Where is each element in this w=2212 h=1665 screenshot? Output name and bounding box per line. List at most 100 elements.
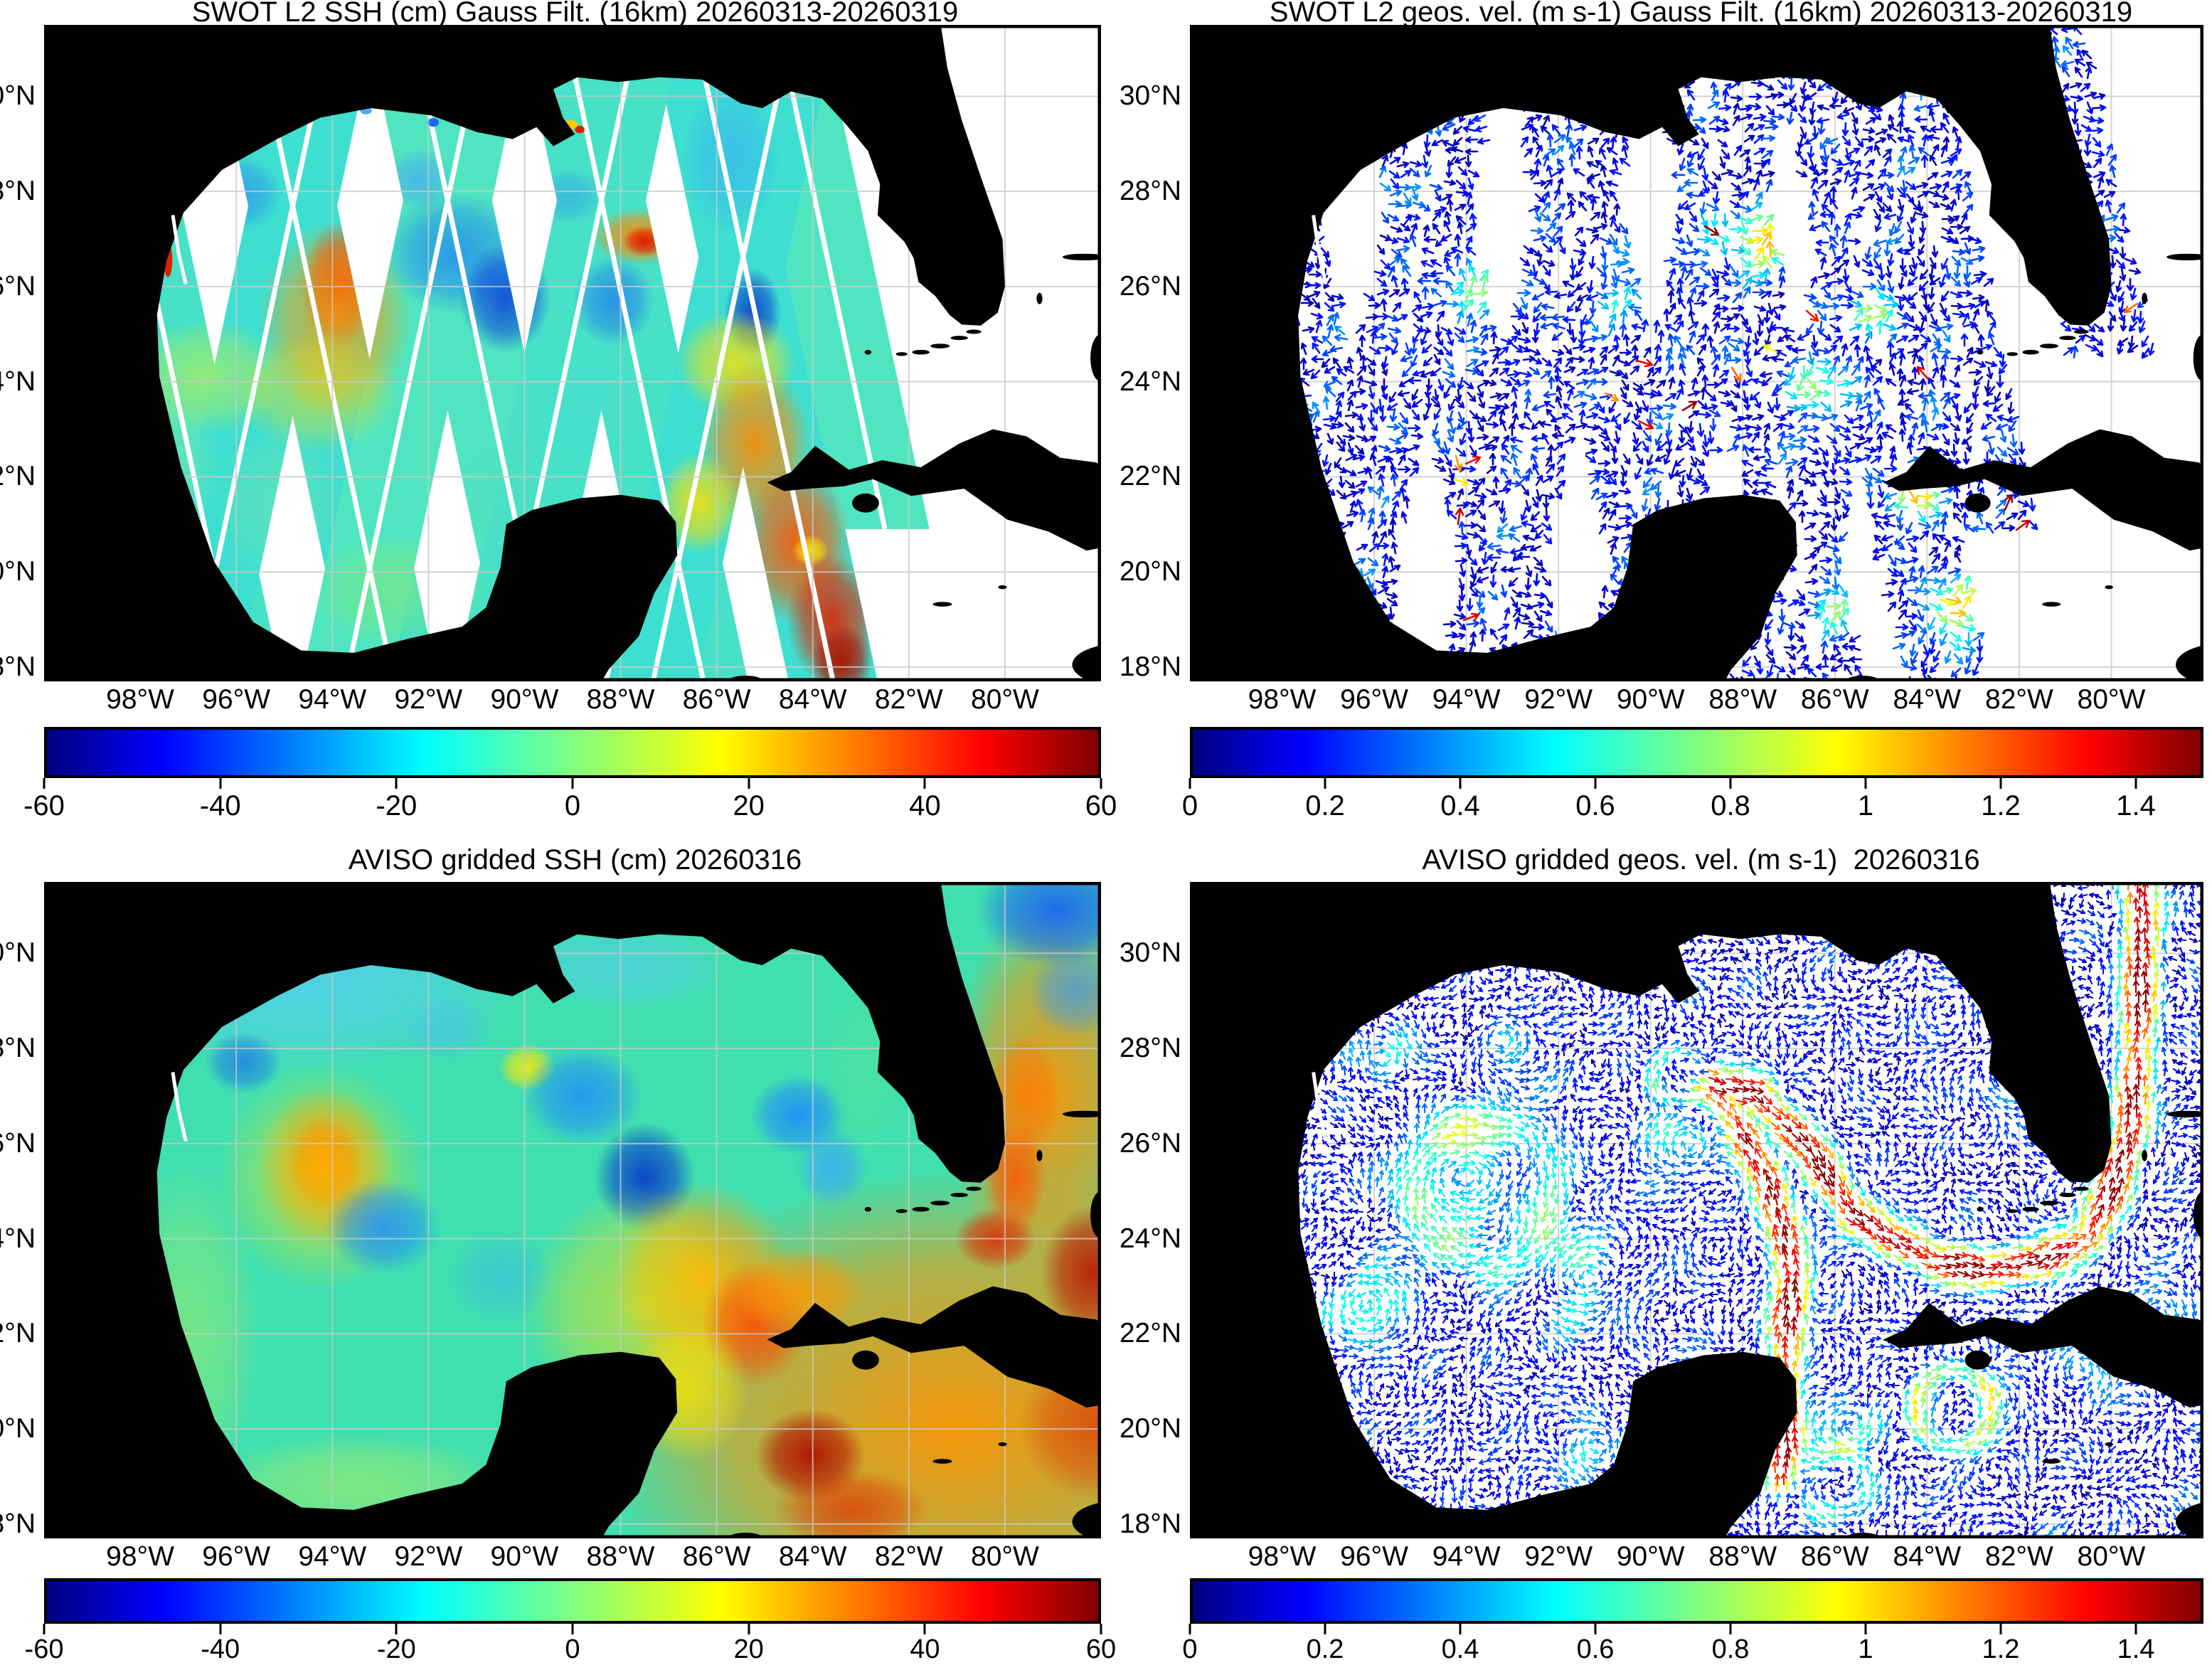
lat-tick-label: 22°N bbox=[0, 461, 36, 492]
colorbar-tick-label: 40 bbox=[910, 1634, 940, 1664]
lat-tick-label: 24°N bbox=[1119, 366, 1181, 397]
colorbar-tick-label: 0 bbox=[565, 1634, 580, 1664]
lat-axis: 30°N 28°N 26°N 24°N 22°N 20°N 18°N bbox=[1106, 882, 1190, 1539]
colorbar-tick-label: 0.4 bbox=[1440, 790, 1480, 821]
lon-tick-label: 92°W bbox=[1524, 1541, 1593, 1572]
lat-tick-label: 20°N bbox=[1119, 1413, 1181, 1445]
map-area-aviso-vel: 30°N 28°N 26°N 24°N 22°N 20°N 18°N bbox=[1120, 882, 2203, 1539]
colorbar-tick-mark bbox=[923, 778, 926, 789]
colorbar-tick-mark bbox=[395, 1624, 398, 1634]
colorbar-vel: 0 0.2 0.4 0.6 0.8 1 1.2 1.4 bbox=[1182, 727, 2203, 825]
colorbar-tick-mark bbox=[571, 1624, 574, 1634]
map-canvas-aviso-ssh bbox=[44, 882, 1101, 1538]
panel-swot-ssh: SWOT L2 SSH (cm) Gauss Filt. (16km) 2026… bbox=[0, 0, 1117, 826]
colorbar-tick-mark bbox=[43, 1624, 46, 1634]
colorbar-tick-mark bbox=[43, 778, 46, 789]
lat-tick-label: 26°N bbox=[0, 270, 36, 302]
lon-tick-label: 80°W bbox=[2077, 684, 2146, 715]
colorbar-tick-label: 60 bbox=[1085, 790, 1117, 821]
map-canvas-aviso-vel bbox=[1190, 882, 2203, 1538]
colorbar-tick-label: 1 bbox=[1858, 1634, 1873, 1664]
colorbar-ssh: -60 -40 -20 0 20 40 60 bbox=[25, 1578, 1116, 1664]
colorbar-tick-label: -60 bbox=[23, 790, 65, 821]
lat-tick-label: 18°N bbox=[1119, 651, 1181, 682]
colorbar-ticks: -60 -40 -20 0 20 40 60 bbox=[23, 778, 1117, 825]
lat-tick-label: 26°N bbox=[0, 1127, 36, 1159]
lat-tick-label: 22°N bbox=[1119, 1318, 1181, 1349]
colorbar-tick-mark bbox=[748, 778, 750, 789]
lat-tick-label: 20°N bbox=[1119, 556, 1181, 587]
lon-tick-label: 82°W bbox=[874, 684, 943, 715]
colorbar-tick-label: 1.2 bbox=[1982, 1634, 2020, 1664]
colorbar-tick-label: 40 bbox=[909, 790, 941, 821]
lat-tick-label: 20°N bbox=[0, 1413, 36, 1445]
map-area-aviso-ssh: 30°N 28°N 26°N 24°N 22°N 20°N 18°N bbox=[0, 882, 1101, 1539]
lat-tick-label: 30°N bbox=[1119, 80, 1181, 112]
lon-tick-label: 88°W bbox=[1708, 1541, 1777, 1572]
colorbar-tick-mark bbox=[2134, 778, 2137, 789]
colorbar-tick-mark bbox=[1729, 1624, 1732, 1634]
colorbar-ticks: 0 0.2 0.4 0.6 0.8 1 1.2 1.4 bbox=[1182, 778, 2203, 825]
colorbar-tick-mark bbox=[1729, 778, 1732, 789]
colorbar-tick-label: -20 bbox=[376, 790, 418, 821]
lon-tick-label: 90°W bbox=[1616, 684, 1685, 715]
panel-title-aviso-vel: AVISO gridded geos. vel. (m s-1) 2026031… bbox=[1422, 844, 1980, 876]
lat-tick-label: 28°N bbox=[0, 1033, 36, 1064]
colorbar-tick-label: 1.2 bbox=[1981, 790, 2021, 821]
map-border bbox=[44, 25, 1101, 681]
lon-axis: 98°W 96°W 94°W 92°W 90°W 88°W 86°W 84°W 82°W 80°W bbox=[1190, 681, 2203, 718]
lon-axis: 98°W 96°W 94°W 92°W 90°W 88°W 86°W 84°W 82°W 80°W bbox=[44, 1538, 1101, 1575]
colorbar-tick-mark bbox=[1100, 1624, 1102, 1634]
colorbar-tick-mark bbox=[1459, 1624, 1462, 1634]
colorbar-tick-label: 0 bbox=[1182, 1634, 1198, 1664]
map-area-swot-vel: 30°N 28°N 26°N 24°N 22°N 20°N 18°N bbox=[1120, 25, 2203, 682]
lat-tick-label: 18°N bbox=[0, 651, 36, 682]
colorbar-tick-label: -40 bbox=[201, 1634, 240, 1664]
lon-tick-label: 90°W bbox=[490, 1541, 559, 1572]
colorbar-tick-mark bbox=[1864, 778, 1867, 789]
lon-tick-label: 96°W bbox=[202, 1541, 271, 1572]
colorbar-tick-label: 0.8 bbox=[1711, 1634, 1750, 1664]
lon-tick-label: 90°W bbox=[490, 684, 559, 715]
colorbar-tick-mark bbox=[1324, 778, 1326, 789]
colorbar-tick-mark bbox=[1324, 1624, 1326, 1634]
lat-tick-label: 28°N bbox=[1119, 1033, 1181, 1064]
lat-axis: 30°N 28°N 26°N 24°N 22°N 20°N 18°N bbox=[0, 882, 44, 1539]
colorbar-tick-mark bbox=[1594, 1624, 1597, 1634]
lon-tick-label: 88°W bbox=[586, 1541, 655, 1572]
colorbar-tick-label: 20 bbox=[733, 790, 765, 821]
lon-tick-label: 88°W bbox=[586, 684, 655, 715]
panel-swot-vel: SWOT L2 geos. vel. (m s-1) Gauss Filt. (… bbox=[1106, 0, 2212, 826]
colorbar-ticks: -60 -40 -20 0 20 40 60 bbox=[25, 1624, 1116, 1664]
colorbar-tick-mark bbox=[1999, 1624, 2002, 1634]
panel-title-aviso-ssh: AVISO gridded SSH (cm) 20260316 bbox=[348, 844, 802, 876]
colorbar-tick-mark bbox=[219, 1624, 222, 1634]
colorbar-tick-mark bbox=[748, 1624, 750, 1634]
colorbar-ticks: 0 0.2 0.4 0.6 0.8 1 1.2 1.4 bbox=[1182, 1624, 2203, 1664]
colorbar-tick-label: 0 bbox=[564, 790, 581, 821]
map-border bbox=[1190, 25, 2203, 681]
colorbar-tick-label: -40 bbox=[199, 790, 241, 821]
lon-tick-label: 86°W bbox=[1800, 684, 1869, 715]
lon-tick-label: 86°W bbox=[682, 684, 751, 715]
map-canvas-swot-ssh bbox=[44, 25, 1101, 681]
lat-tick-label: 18°N bbox=[1119, 1508, 1181, 1539]
lon-tick-label: 80°W bbox=[971, 1541, 1039, 1572]
lon-tick-label: 94°W bbox=[1432, 684, 1501, 715]
map-border bbox=[44, 882, 1101, 1538]
lon-tick-label: 98°W bbox=[1248, 1541, 1317, 1572]
lon-tick-label: 84°W bbox=[778, 1541, 847, 1572]
lon-tick-label: 84°W bbox=[1893, 684, 1962, 715]
lat-tick-label: 22°N bbox=[0, 1318, 36, 1349]
lat-tick-label: 24°N bbox=[1119, 1223, 1181, 1254]
panel-aviso-vel: AVISO gridded geos. vel. (m s-1) 2026031… bbox=[1106, 826, 2212, 1664]
lon-tick-label: 98°W bbox=[1248, 684, 1317, 715]
lon-tick-label: 92°W bbox=[394, 1541, 463, 1572]
lon-tick-label: 84°W bbox=[1893, 1541, 1962, 1572]
lon-tick-label: 80°W bbox=[2077, 1541, 2146, 1572]
lon-tick-label: 88°W bbox=[1708, 684, 1777, 715]
colorbar-tick-label: 0.4 bbox=[1441, 1634, 1479, 1664]
colorbar-vel: 0 0.2 0.4 0.6 0.8 1 1.2 1.4 bbox=[1182, 1578, 2203, 1664]
colorbar-tick-mark bbox=[219, 778, 222, 789]
